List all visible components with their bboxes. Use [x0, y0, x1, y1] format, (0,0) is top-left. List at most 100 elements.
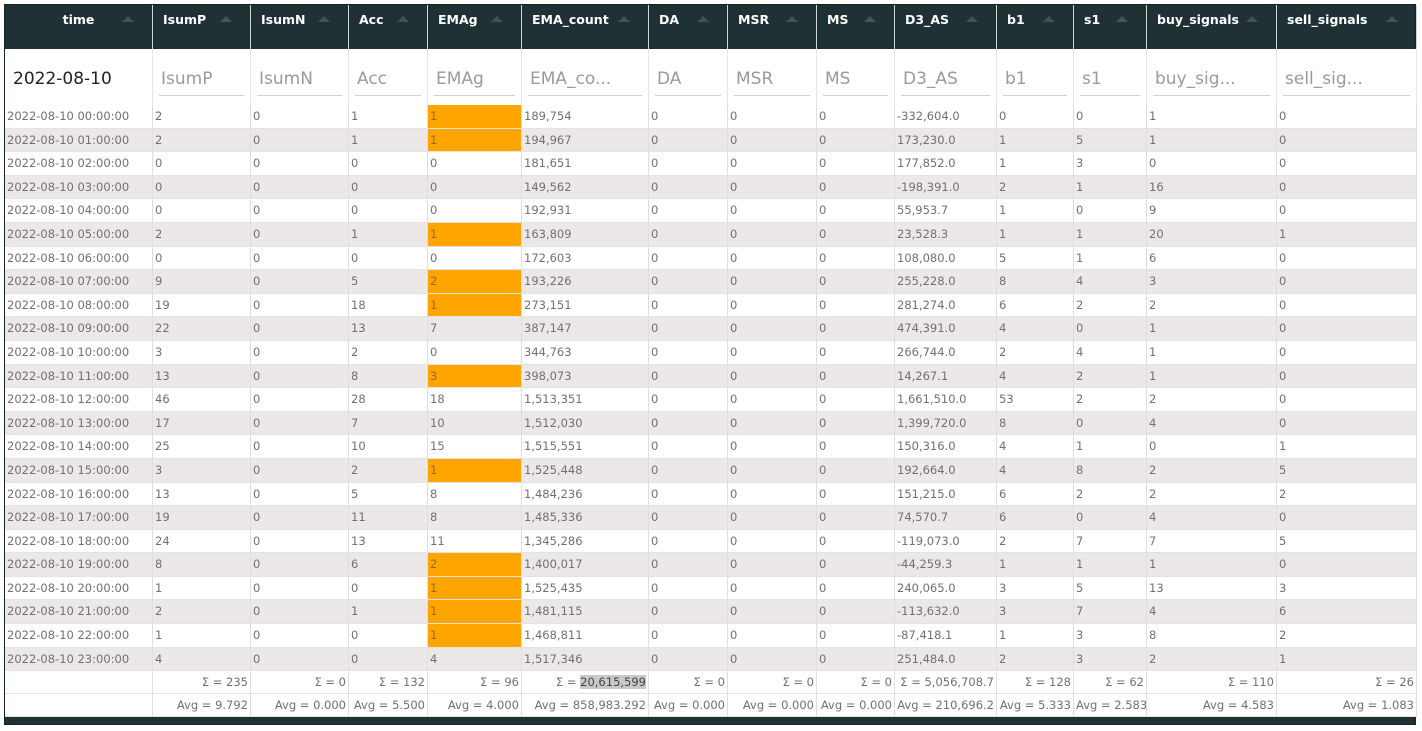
cell-sell-signals[interactable]: 2: [1277, 482, 1417, 507]
cell-ms[interactable]: 0: [817, 199, 895, 223]
cell-time[interactable]: 2022-08-10 15:00:00: [5, 458, 153, 483]
cell-isump[interactable]: 0: [153, 152, 251, 176]
cell-isumn[interactable]: 0: [251, 128, 349, 153]
cell-emag[interactable]: 1: [428, 128, 522, 153]
column-header-buy-signals[interactable]: buy_signals: [1147, 5, 1277, 49]
cell-b1[interactable]: 1: [997, 128, 1074, 153]
cell-b1[interactable]: 6: [997, 293, 1074, 318]
table-row[interactable]: 2022-08-10 04:00:00 0 0 0 0 192,931 0 0 0 55,953.…: [5, 199, 1417, 223]
cell-emag[interactable]: 18: [428, 388, 522, 412]
cell-da[interactable]: 0: [649, 600, 728, 625]
filter-input-time[interactable]: [11, 65, 146, 95]
cell-d3-as[interactable]: 150,316.0: [895, 435, 997, 459]
cell-ema-count[interactable]: 1,515,551: [522, 435, 649, 459]
cell-msr[interactable]: 0: [728, 506, 817, 530]
cell-emag[interactable]: 1: [428, 458, 522, 483]
cell-isumn[interactable]: 0: [251, 624, 349, 648]
cell-ema-count[interactable]: 194,967: [522, 128, 649, 153]
cell-sell-signals[interactable]: 0: [1277, 364, 1417, 389]
cell-acc[interactable]: 5: [349, 270, 428, 294]
cell-time[interactable]: 2022-08-10 18:00:00: [5, 529, 153, 554]
cell-msr[interactable]: 0: [728, 647, 817, 672]
cell-isump[interactable]: 46: [153, 388, 251, 412]
cell-acc[interactable]: 1: [349, 222, 428, 247]
cell-time[interactable]: 2022-08-10 06:00:00: [5, 246, 153, 271]
cell-isumn[interactable]: 0: [251, 647, 349, 672]
cell-ms[interactable]: 0: [817, 458, 895, 483]
cell-d3-as[interactable]: 108,080.0: [895, 246, 997, 271]
cell-emag[interactable]: 7: [428, 317, 522, 341]
cell-msr[interactable]: 0: [728, 293, 817, 318]
cell-ms[interactable]: 0: [817, 317, 895, 341]
cell-s1[interactable]: 2: [1074, 388, 1147, 412]
cell-msr[interactable]: 0: [728, 411, 817, 436]
cell-ema-count[interactable]: 1,400,017: [522, 553, 649, 577]
cell-d3-as[interactable]: 474,391.0: [895, 317, 997, 341]
cell-buy-signals[interactable]: 1: [1147, 553, 1277, 577]
cell-sell-signals[interactable]: 0: [1277, 317, 1417, 341]
cell-s1[interactable]: 2: [1074, 482, 1147, 507]
cell-time[interactable]: 2022-08-10 03:00:00: [5, 175, 153, 200]
cell-d3-as[interactable]: -87,418.1: [895, 624, 997, 648]
cell-da[interactable]: 0: [649, 317, 728, 341]
cell-s1[interactable]: 3: [1074, 647, 1147, 672]
cell-isump[interactable]: 17: [153, 411, 251, 436]
cell-ms[interactable]: 0: [817, 435, 895, 459]
cell-acc[interactable]: 18: [349, 293, 428, 318]
cell-acc[interactable]: 0: [349, 576, 428, 601]
cell-da[interactable]: 0: [649, 340, 728, 365]
table-row[interactable]: 2022-08-10 19:00:00 8 0 6 2 1,400,017 0 0 0 -44,2…: [5, 553, 1417, 577]
cell-ms[interactable]: 0: [817, 411, 895, 436]
cell-b1[interactable]: 1: [997, 553, 1074, 577]
cell-acc[interactable]: 6: [349, 553, 428, 577]
cell-d3-as[interactable]: 1,399,720.0: [895, 411, 997, 436]
cell-s1[interactable]: 8: [1074, 458, 1147, 483]
column-header-d3-as[interactable]: D3_AS: [895, 5, 997, 49]
cell-sell-signals[interactable]: 0: [1277, 128, 1417, 153]
cell-msr[interactable]: 0: [728, 435, 817, 459]
cell-msr[interactable]: 0: [728, 222, 817, 247]
cell-time[interactable]: 2022-08-10 05:00:00: [5, 222, 153, 247]
sort-arrow-icon[interactable]: [786, 16, 798, 22]
cell-time[interactable]: 2022-08-10 16:00:00: [5, 482, 153, 507]
cell-s1[interactable]: 0: [1074, 317, 1147, 341]
cell-da[interactable]: 0: [649, 152, 728, 176]
cell-msr[interactable]: 0: [728, 199, 817, 223]
cell-buy-signals[interactable]: 0: [1147, 152, 1277, 176]
cell-isumn[interactable]: 0: [251, 458, 349, 483]
filter-input-emag[interactable]: [434, 64, 515, 96]
cell-s1[interactable]: 3: [1074, 152, 1147, 176]
cell-isump[interactable]: 3: [153, 340, 251, 365]
cell-b1[interactable]: 2: [997, 647, 1074, 672]
cell-b1[interactable]: 3: [997, 576, 1074, 601]
cell-da[interactable]: 0: [649, 270, 728, 294]
cell-da[interactable]: 0: [649, 293, 728, 318]
cell-s1[interactable]: 1: [1074, 222, 1147, 247]
cell-acc[interactable]: 0: [349, 647, 428, 672]
cell-s1[interactable]: 2: [1074, 293, 1147, 318]
filter-input-buy-signals[interactable]: [1153, 64, 1270, 96]
cell-isumn[interactable]: 0: [251, 553, 349, 577]
sort-arrow-icon[interactable]: [1386, 16, 1398, 22]
cell-d3-as[interactable]: -198,391.0: [895, 175, 997, 200]
cell-buy-signals[interactable]: 2: [1147, 388, 1277, 412]
cell-isump[interactable]: 2: [153, 600, 251, 625]
cell-msr[interactable]: 0: [728, 624, 817, 648]
cell-msr[interactable]: 0: [728, 482, 817, 507]
cell-ms[interactable]: 0: [817, 128, 895, 153]
cell-isumn[interactable]: 0: [251, 175, 349, 200]
cell-acc[interactable]: 28: [349, 388, 428, 412]
cell-isump[interactable]: 3: [153, 458, 251, 483]
cell-d3-as[interactable]: -332,604.0: [895, 105, 997, 129]
cell-da[interactable]: 0: [649, 458, 728, 483]
cell-ms[interactable]: 0: [817, 529, 895, 554]
cell-acc[interactable]: 2: [349, 458, 428, 483]
cell-emag[interactable]: 0: [428, 340, 522, 365]
sort-arrow-icon[interactable]: [1043, 16, 1055, 22]
cell-buy-signals[interactable]: 20: [1147, 222, 1277, 247]
cell-time[interactable]: 2022-08-10 00:00:00: [5, 105, 153, 129]
cell-isumn[interactable]: 0: [251, 105, 349, 129]
table-row[interactable]: 2022-08-10 21:00:00 2 0 1 1 1,481,115 0 0 0 -113,…: [5, 600, 1417, 625]
cell-d3-as[interactable]: 14,267.1: [895, 364, 997, 389]
cell-sell-signals[interactable]: 5: [1277, 458, 1417, 483]
